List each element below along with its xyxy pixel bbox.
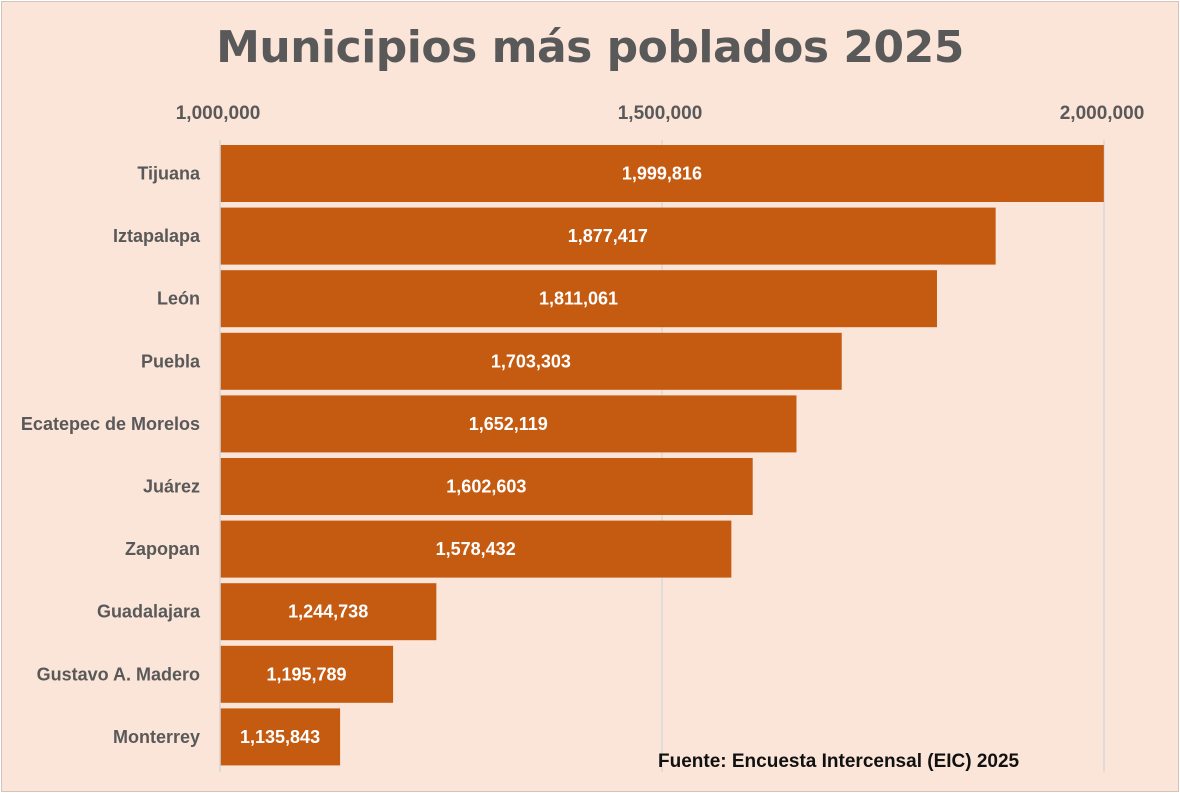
x-tick-label: 1,000,000 bbox=[176, 103, 261, 124]
category-label: Iztapalapa bbox=[113, 226, 201, 246]
category-label: Monterrey bbox=[113, 727, 200, 747]
bar bbox=[220, 645, 394, 703]
bar bbox=[220, 207, 996, 265]
bar bbox=[220, 395, 797, 453]
data-label: 1,602,603 bbox=[446, 477, 526, 497]
bar bbox=[220, 332, 842, 390]
category-label: Juárez bbox=[143, 477, 200, 497]
x-tick-label: 1,500,000 bbox=[618, 103, 703, 124]
bar bbox=[220, 583, 437, 641]
bar bbox=[220, 458, 753, 515]
data-label: 1,652,119 bbox=[469, 414, 548, 434]
bar bbox=[220, 145, 1104, 202]
category-label: Gustavo A. Madero bbox=[37, 664, 200, 684]
bar bbox=[220, 270, 937, 328]
data-label: 1,877,417 bbox=[568, 226, 648, 246]
data-label: 1,578,432 bbox=[436, 539, 516, 559]
category-label: Zapopan bbox=[125, 539, 200, 559]
chart-title: Municipios más poblados 2025 bbox=[216, 22, 964, 73]
bar bbox=[220, 520, 732, 578]
data-label: 1,703,303 bbox=[491, 351, 571, 371]
category-label: Guadalajara bbox=[97, 602, 201, 622]
data-label: 1,811,061 bbox=[539, 289, 618, 309]
data-label: 1,244,738 bbox=[288, 602, 368, 622]
bar bbox=[220, 708, 341, 766]
category-label: Ecatepec de Morelos bbox=[21, 414, 200, 434]
data-label: 1,135,843 bbox=[240, 727, 320, 747]
source-note: Fuente: Encuesta Intercensal (EIC) 2025 bbox=[658, 751, 1020, 772]
category-label: Tijuana bbox=[137, 164, 201, 184]
data-label: 1,999,816 bbox=[622, 164, 702, 184]
x-tick-label: 2,000,000 bbox=[1060, 103, 1145, 124]
category-label: León bbox=[157, 289, 200, 309]
data-label: 1,195,789 bbox=[266, 664, 346, 684]
category-label: Puebla bbox=[141, 351, 201, 371]
